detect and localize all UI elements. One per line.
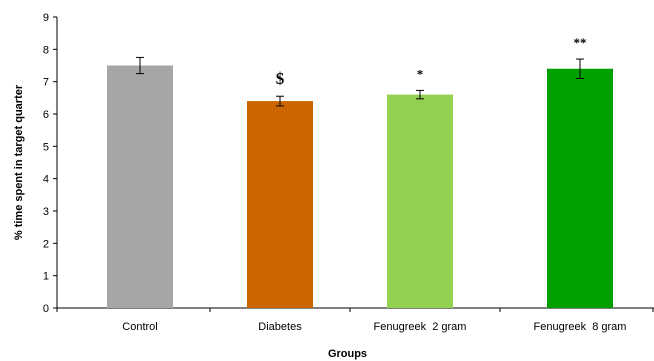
y-tick-label: 2 [43, 238, 49, 250]
bar [107, 65, 173, 308]
bar [387, 94, 453, 308]
significance-annotation: $ [276, 69, 285, 88]
category-label: Fenugreek 2 gram [374, 321, 467, 333]
y-tick-label: 9 [43, 12, 49, 24]
significance-annotation: * [417, 66, 424, 81]
category-label: Diabetes [258, 321, 302, 333]
y-tick-label: 0 [43, 303, 49, 315]
y-tick-label: 7 [43, 77, 49, 89]
y-tick-label: 3 [43, 206, 49, 218]
significance-annotation: ** [574, 35, 587, 50]
y-tick-label: 1 [43, 271, 49, 283]
y-tick-label: 4 [43, 174, 49, 186]
bar [247, 101, 313, 308]
y-tick-label: 5 [43, 141, 49, 153]
x-axis-title: Groups [328, 348, 367, 360]
category-label: Control [122, 321, 157, 333]
bar [547, 68, 613, 308]
y-tick-label: 6 [43, 109, 49, 121]
category-label: Fenugreek 8 gram [534, 321, 627, 333]
y-axis-title: % time spent in target quarter [13, 84, 25, 240]
y-tick-label: 8 [43, 44, 49, 56]
